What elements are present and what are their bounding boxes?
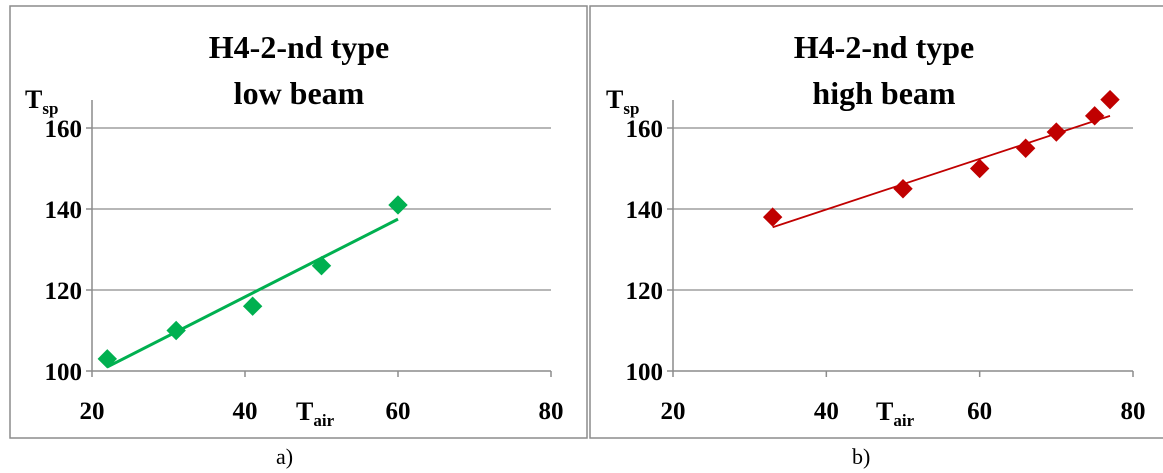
x-axis-label: Tair (296, 397, 335, 430)
y-tick-label: 140 (626, 197, 664, 224)
x-axis-label-sub: air (313, 411, 334, 430)
chart-title-line: H4-2-nd type (209, 29, 389, 65)
y-axis-label-sub: sp (42, 99, 58, 118)
chart-frame (589, 5, 1163, 439)
data-point (388, 195, 408, 215)
y-tick-label: 140 (45, 197, 83, 224)
x-tick-label: 20 (80, 398, 105, 425)
y-tick-label: 100 (45, 359, 83, 386)
chart-high-beam: 20 40 60 80 100 120 140 160 H4-2-nd type high bea… (589, 5, 1163, 439)
x-tick-label: 80 (539, 398, 564, 425)
x-axis-label: Tair (876, 397, 915, 430)
data-point (1084, 106, 1105, 126)
data-point (1015, 138, 1036, 158)
y-axis-label-main: T (25, 85, 42, 114)
data-point (762, 207, 783, 227)
y-axis-label-sub: sp (623, 99, 639, 118)
x-tick-label: 60 (386, 398, 411, 425)
data-point (969, 158, 990, 179)
data-point (97, 349, 118, 369)
data-point (1046, 122, 1067, 142)
y-tick-label: 120 (626, 278, 664, 305)
y-tick-label: 120 (45, 278, 83, 305)
caption-a: a) (276, 444, 294, 469)
x-tick-label: 20 (661, 398, 686, 425)
x-axis-label-main: T (876, 397, 893, 426)
data-point (242, 296, 263, 316)
x-axis-label-sub: air (893, 411, 914, 430)
data-point (166, 320, 186, 341)
y-tick-label: 100 (626, 359, 664, 386)
chart-title-line: H4-2-nd type (794, 29, 974, 65)
y-axis-label: Tsp (606, 85, 639, 118)
trendline (106, 217, 399, 369)
chart-title-line: high beam (812, 75, 955, 111)
chart-title-line: low beam (234, 75, 365, 111)
x-tick-label: 40 (814, 398, 839, 425)
y-tick-label: 160 (45, 116, 83, 143)
chart-low-beam: 20 40 60 80 100 120 140 160 H4-2-nd type low beam… (9, 5, 588, 439)
x-tick-label: 40 (233, 398, 258, 425)
y-axis-label: Tsp (25, 85, 58, 118)
y-tick-label: 160 (626, 116, 664, 143)
data-point (1100, 89, 1120, 110)
y-axis-label-main: T (606, 85, 623, 114)
caption-b: b) (852, 444, 871, 469)
x-tick-label: 80 (1121, 398, 1146, 425)
x-tick-label: 60 (967, 398, 992, 425)
data-point (311, 255, 332, 276)
data-point (893, 179, 913, 199)
chart-frame (9, 5, 588, 439)
x-axis-label-main: T (296, 397, 313, 426)
